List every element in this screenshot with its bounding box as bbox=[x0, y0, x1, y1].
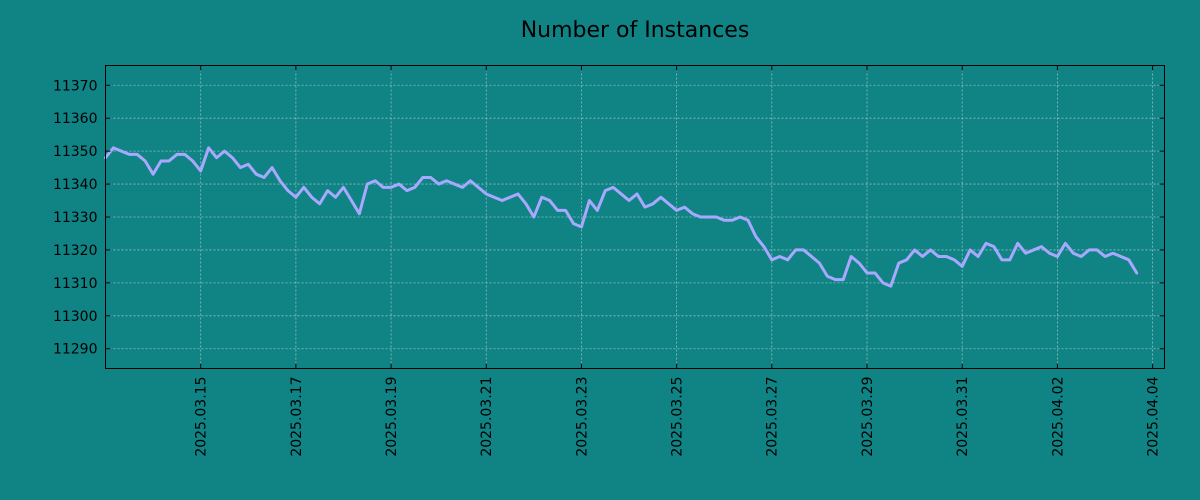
x-tick-label: 2025.03.29 bbox=[860, 377, 876, 457]
y-tick-label: 11370 bbox=[53, 78, 98, 94]
series-layer bbox=[104, 146, 1139, 288]
grid bbox=[105, 65, 1165, 369]
x-tick-label: 2025.04.04 bbox=[1146, 376, 1162, 456]
y-tick-label: 11340 bbox=[53, 177, 98, 193]
axes: 11290 11300 11310 11320 11330 11340 11350 11360… bbox=[53, 65, 1165, 457]
x-tick-label: 2025.03.15 bbox=[194, 377, 210, 457]
y-tick-label: 11360 bbox=[53, 111, 98, 127]
y-tick-label: 11320 bbox=[53, 243, 98, 259]
x-tick-label: 2025.04.02 bbox=[1050, 377, 1066, 457]
y-tick-label: 11330 bbox=[53, 210, 98, 226]
x-tick-label: 2025.03.31 bbox=[955, 377, 971, 457]
chart-title: Number of Instances bbox=[521, 18, 750, 43]
y-tick-label: 11310 bbox=[53, 276, 98, 292]
y-tick-label: 11300 bbox=[53, 309, 98, 325]
x-tick-label: 2025.03.23 bbox=[574, 377, 590, 457]
x-tick-label: 2025.03.25 bbox=[670, 377, 686, 457]
series-line-0 bbox=[104, 146, 1139, 288]
x-tick-label: 2025.03.17 bbox=[289, 377, 305, 457]
x-tick-label: 2025.03.21 bbox=[479, 377, 495, 457]
x-tick-label: 2025.03.19 bbox=[384, 377, 400, 457]
x-tick-label: 2025.03.27 bbox=[765, 377, 781, 457]
y-tick-label: 11290 bbox=[53, 342, 98, 358]
y-tick-label: 11350 bbox=[53, 144, 98, 160]
